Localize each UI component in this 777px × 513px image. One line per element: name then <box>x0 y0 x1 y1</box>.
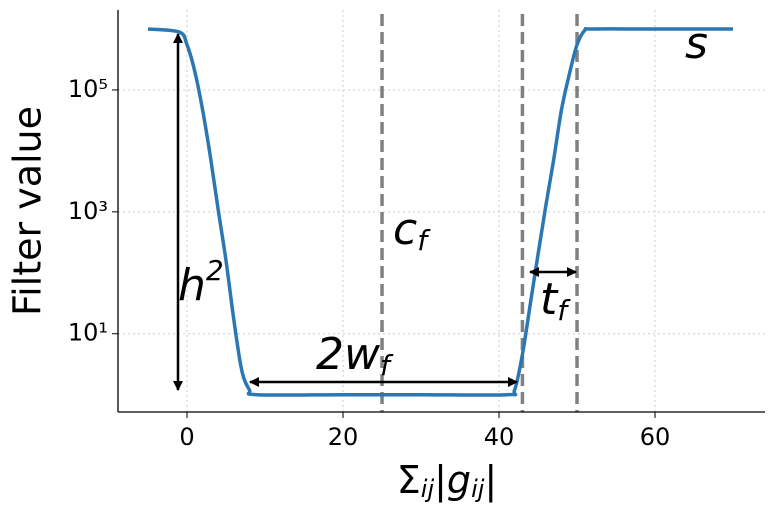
annotation-sub: f <box>417 224 431 257</box>
x-tick-label: 0 <box>179 423 194 451</box>
annotation-sub: f <box>380 349 394 382</box>
annotation-sup: 2 <box>206 254 224 287</box>
annotation-base: 2w <box>316 329 381 380</box>
x-axis-label-part: |g <box>434 458 471 503</box>
y-axis-label: Filter value <box>6 106 50 316</box>
x-tick-label: 60 <box>640 423 671 451</box>
y-tick-label: 10³ <box>68 197 108 225</box>
y-tick-label: 10¹ <box>68 319 108 347</box>
annotation-base: h <box>178 260 206 311</box>
line <box>147 26 734 397</box>
x-axis-label-part: Σ <box>397 458 421 502</box>
x-axis-label-part: ij <box>421 475 435 503</box>
annotation: h2 <box>178 254 224 311</box>
annotation-base: s <box>685 18 708 69</box>
x-tick-label: 40 <box>484 423 515 451</box>
annotation: tf <box>540 274 571 327</box>
x-axis-label-part: ij <box>471 475 485 503</box>
annotation: cf <box>393 204 431 257</box>
annotation: s <box>685 18 708 69</box>
x-axis-label: Σij|gij| <box>397 458 497 504</box>
annotation: 2wf <box>316 329 394 382</box>
x-axis-label-part: | <box>484 458 497 503</box>
annotation-base: c <box>393 204 417 255</box>
y-tick-label: 10⁵ <box>68 75 108 103</box>
x-tick-label: 20 <box>328 423 359 451</box>
annotation-sub: f <box>557 294 571 327</box>
annotation-base: t <box>540 274 559 325</box>
